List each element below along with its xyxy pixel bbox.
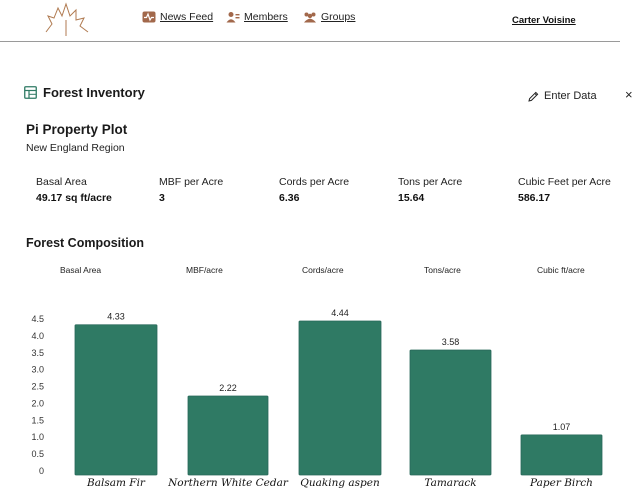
members-icon [226,12,240,23]
metric-label: Cords per Acre [279,176,350,188]
metric-value: 6.36 [279,192,300,204]
user-profile-link[interactable]: Carter Voisine [512,15,576,26]
metric-label: Tons per Acre [398,176,463,188]
y-tick-label: 3.0 [31,365,44,375]
y-tick-label: 0.5 [31,449,44,459]
nav-members-label: Members [244,11,288,23]
plot-region: New England Region [26,142,125,154]
nav-groups[interactable]: Groups [303,11,355,23]
bar [409,349,492,476]
nav-divider [0,41,620,42]
maple-leaf-logo-icon[interactable] [40,2,96,38]
tab-tons-acre[interactable]: Tons/acre [424,265,461,275]
bar [187,395,269,476]
metric-label: Cubic Feet per Acre [518,176,611,188]
metric-tons-per-acre: Tons per Acre 15.64 [398,176,462,204]
metric-value: 49.17 sq ft/acre [36,192,112,204]
bar-value-label: 4.44 [331,308,349,318]
y-tick-label: 2.0 [31,398,44,408]
metric-label: Basal Area [36,176,87,188]
metric-value: 586.17 [518,192,551,204]
close-icon[interactable]: × [625,87,633,102]
panel-title: Forest Inventory [43,85,145,100]
metric-cubic-feet-per-acre: Cubic Feet per Acre 586.17 [518,176,611,204]
pencil-icon [528,91,539,102]
y-tick-label: 0 [39,466,44,476]
bar-value-label: 4.33 [107,312,125,322]
category-label: Balsam Fir [86,477,146,489]
y-tick-label: 4.5 [31,314,44,324]
bar [520,434,603,476]
bar [298,320,382,476]
bar-value-label: 3.58 [442,337,460,347]
enter-data-button[interactable]: Enter Data [528,90,597,102]
category-label: Tamarack [424,477,476,489]
section-title-forest-composition: Forest Composition [26,236,145,250]
groups-icon [304,12,316,23]
metric-value: 3 [159,192,165,204]
metric-basal-area: Basal Area 49.17 sq ft/acre [36,176,112,204]
bar-value-label: 1.07 [553,422,571,432]
category-label: Northern White Cedar [167,477,289,489]
panel-header: Forest Inventory [24,85,145,100]
nav-news-feed[interactable]: News Feed [142,11,213,23]
nav-groups-label: Groups [321,11,356,23]
bar-value-label: 2.22 [219,383,237,393]
top-nav: News Feed Members Groups Carter Voisine [0,0,640,44]
category-label: Paper Birch [529,477,593,489]
y-tick-label: 1.0 [31,432,44,442]
nav-news-feed-label: News Feed [160,11,214,23]
category-label: Quaking aspen [300,477,380,489]
y-tick-label: 4.0 [31,331,44,341]
y-tick-label: 3.5 [31,348,44,358]
y-tick-label: 1.5 [31,415,44,425]
tab-cubic-ft-acre[interactable]: Cubic ft/acre [537,265,585,275]
y-tick-label: 2.5 [31,382,44,392]
plot-name: Pi Property Plot [26,122,128,137]
metric-label: MBF per Acre [159,176,224,188]
forest-composition-chart: 0 0.5 1.0 1.5 2.0 2.5 3.0 3.5 4.0 4.5 4.33 Balsam F… [31,308,603,489]
metric-value: 15.64 [398,192,425,204]
tab-mbf-acre[interactable]: MBF/acre [186,265,223,275]
tab-cords-acre[interactable]: Cords/acre [302,265,344,275]
bar [74,324,158,476]
metric-cords-per-acre: Cords per Acre 6.36 [279,176,349,204]
tab-basal-area[interactable]: Basal Area [60,265,102,275]
inventory-table-icon [24,86,37,99]
nav-members[interactable]: Members [226,11,288,23]
metric-mbf-per-acre: MBF per Acre 3 [159,176,223,204]
activity-icon [142,11,156,23]
enter-data-label: Enter Data [544,90,597,102]
